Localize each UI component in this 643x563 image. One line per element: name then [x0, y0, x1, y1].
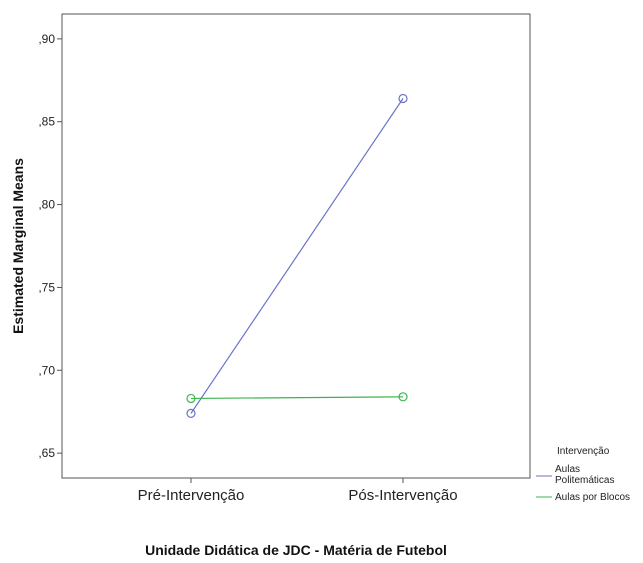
y-tick-label: ,70	[38, 363, 55, 377]
y-axis-title: Estimated Marginal Means	[10, 158, 26, 334]
y-tick-label: ,65	[38, 446, 55, 460]
x-tick-label: Pré-Intervenção	[138, 487, 245, 504]
x-tick-label: Pós-Intervenção	[348, 487, 457, 504]
series-group	[186, 93, 408, 418]
series-0-point-0	[186, 408, 196, 418]
legend-label-politematicas-line2: Politemáticas	[555, 475, 614, 486]
legend-label-politematicas: Aulas Politemáticas	[555, 464, 614, 486]
plot-frame	[61, 13, 531, 479]
series-0-point-1	[398, 93, 408, 104]
legend-label-politematicas-line1: Aulas	[555, 464, 580, 475]
series-line-1	[190, 396, 404, 400]
y-tick-label: ,75	[38, 280, 55, 294]
y-axis: ,65 ,70 ,75 ,80 ,85 ,90	[38, 32, 62, 460]
legend-title: Intervenção	[557, 446, 610, 457]
x-axis: Pré-Intervenção Pós-Intervenção	[138, 478, 458, 504]
x-axis-title: Unidade Didática de JDC - Matéria de Fut…	[145, 542, 447, 558]
legend: Intervenção Aulas Politemáticas Aulas po…	[536, 446, 630, 503]
y-tick-label: ,85	[38, 115, 55, 129]
series-line-0	[190, 98, 404, 414]
series-1-point-0	[186, 393, 196, 404]
legend-label-blocos: Aulas por Blocos	[555, 492, 630, 503]
series-1-point-1	[398, 392, 408, 402]
y-tick-label: ,90	[38, 32, 55, 46]
y-tick-label: ,80	[38, 198, 55, 212]
